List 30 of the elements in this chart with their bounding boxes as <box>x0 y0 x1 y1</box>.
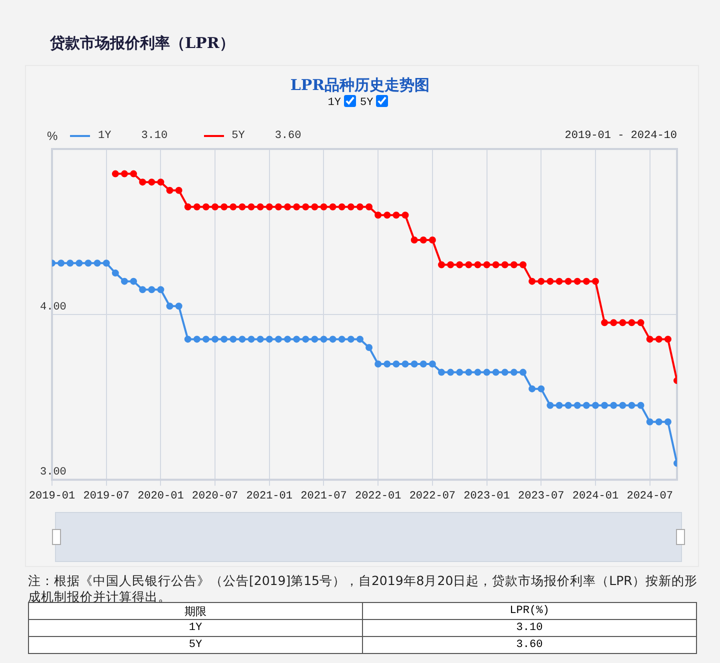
text: LPR(%) <box>362 602 696 620</box>
text: 3.60 <box>516 639 543 651</box>
text: 5Y <box>360 97 374 109</box>
legend-label: 1Y <box>98 130 112 142</box>
x-tick-label: 2021-07 <box>300 490 347 502</box>
x-tick-label: 2024-01 <box>572 490 619 502</box>
text: 5Y <box>188 639 202 651</box>
x-tick-label: 2020-07 <box>192 490 238 502</box>
x-tick-label: 2024-07 <box>626 490 673 502</box>
x-tick-label: 2020-01 <box>138 490 184 502</box>
text: 2019-01 - 2024-10 <box>564 130 677 142</box>
x-tick-label: 2023-01 <box>464 490 510 502</box>
text: 3.60 <box>274 130 302 142</box>
text: 1Y <box>188 622 202 634</box>
text: 期限 <box>28 602 362 620</box>
x-tick-label: 2019-01 <box>28 490 76 502</box>
x-tick-label: 2023-07 <box>518 490 564 502</box>
x-tick-label: 2022-01 <box>354 490 402 502</box>
chart-title: 贷款市场报价利率（LPR） <box>50 34 234 53</box>
text: 3.10 <box>516 622 543 634</box>
y-tick-label: 4.00 <box>40 301 66 314</box>
chart-subtitle: LPR品种历史走势图 <box>289 76 431 95</box>
x-tick-label: 2021-01 <box>246 490 293 502</box>
x-tick-label: 2019-07 <box>83 490 130 502</box>
legend-label: 5Y <box>232 130 245 142</box>
x-tick-label: 2022-07 <box>409 490 456 502</box>
text: 3.10 <box>141 130 168 142</box>
text: 1Y <box>328 97 341 109</box>
y-tick-label: 3.00 <box>40 466 66 479</box>
y-axis-title: % <box>47 129 58 143</box>
